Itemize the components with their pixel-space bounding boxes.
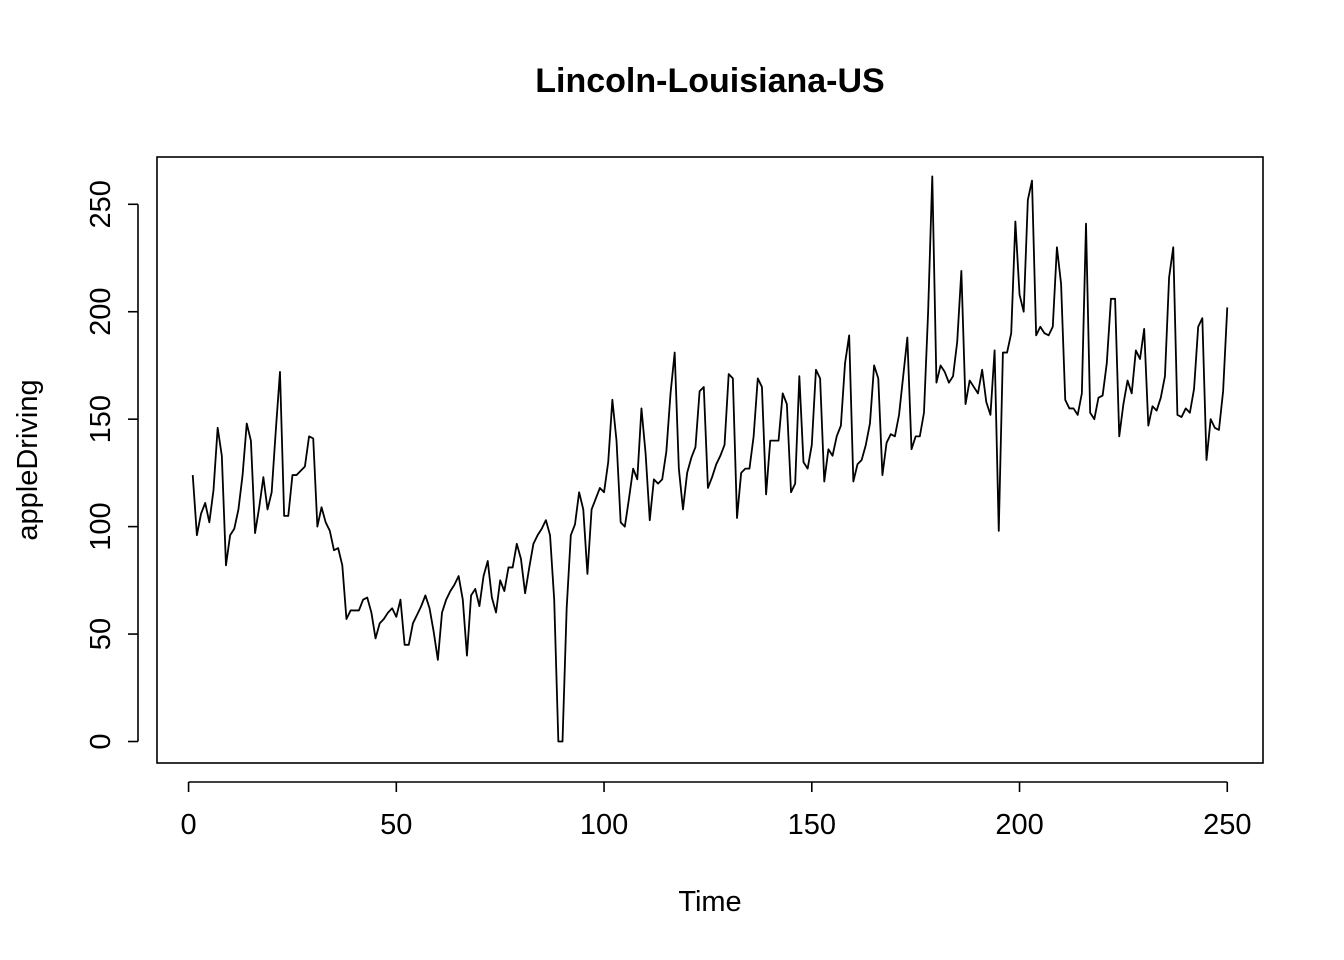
y-axis-label: appleDriving [12, 379, 44, 540]
y-tick-label: 0 [85, 733, 117, 749]
series-line-appleDriving [191, 175, 1229, 743]
plot-frame [156, 156, 1264, 764]
y-tick-label: 100 [85, 502, 117, 550]
x-tick-label: 200 [995, 809, 1043, 841]
x-tick-label: 250 [1203, 809, 1251, 841]
x-tick-label: 50 [380, 809, 412, 841]
y-tick-label: 150 [85, 395, 117, 443]
y-tick-label: 200 [85, 288, 117, 336]
y-tick-label: 250 [85, 180, 117, 228]
x-tick-label: 0 [181, 809, 197, 841]
x-tick-label: 150 [788, 809, 836, 841]
x-axis: 0 50 100 150 200 250 [181, 781, 1251, 841]
x-tick-label: 100 [580, 809, 628, 841]
y-tick-label: 50 [85, 618, 117, 650]
chart-title: Lincoln-Louisiana-US [535, 62, 884, 100]
x-axis-label: Time [678, 886, 741, 918]
y-axis: 0 50 100 150 200 250 [85, 180, 139, 750]
